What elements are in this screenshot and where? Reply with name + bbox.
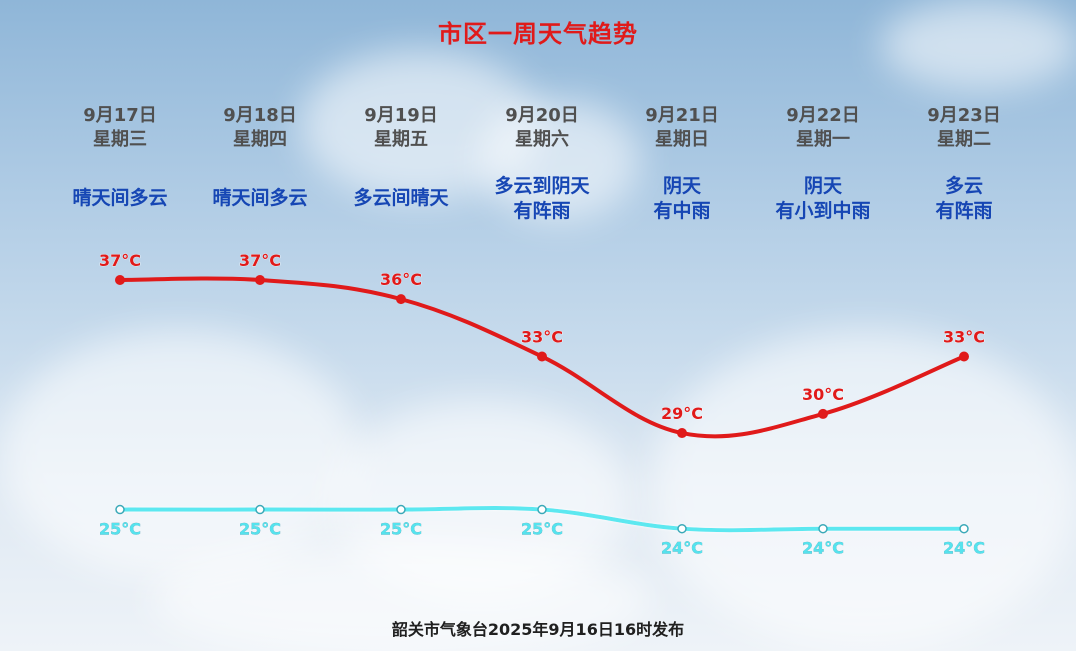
high-temp-label: 33°C — [521, 328, 563, 347]
day-column: 9月22日星期一阴天有小到中雨 — [753, 104, 893, 224]
high-temp-point — [255, 275, 265, 285]
weather-text-line: 有小到中雨 — [775, 200, 871, 222]
weather-text-line: 有中雨 — [653, 200, 711, 222]
day-column: 9月19日星期五多云间晴天 — [331, 104, 471, 211]
low-temp-point — [959, 523, 969, 534]
low-temp-point — [537, 504, 547, 515]
day-weather: 晴天间多云 — [50, 186, 190, 211]
weather-text-line: 阴天 — [662, 175, 701, 197]
high-temp-point — [959, 351, 969, 362]
day-weekday: 星期二 — [937, 129, 991, 150]
low-temp-point — [818, 523, 828, 534]
weather-text-line: 多云 — [944, 175, 983, 197]
day-weather: 多云间晴天 — [331, 186, 471, 211]
weather-text-line: 晴天间多云 — [212, 187, 308, 209]
high-temp-point — [677, 428, 687, 439]
low-temp-label: 25°C — [521, 520, 563, 539]
low-temp-label: 25°C — [99, 520, 141, 539]
day-column: 9月23日星期二多云有阵雨 — [894, 104, 1034, 224]
day-date: 9月22日 — [786, 105, 860, 126]
day-date: 9月17日 — [83, 105, 157, 126]
low-temp-point — [677, 523, 687, 534]
day-weekday: 星期五 — [374, 129, 428, 150]
low-temp-point — [115, 504, 125, 515]
day-weekday: 星期日 — [655, 129, 709, 150]
high-temp-label: 33°C — [943, 328, 985, 347]
high-temp-label: 36°C — [380, 270, 422, 289]
publisher-footer: 韶关市气象台2025年9月16日16时发布 — [391, 620, 685, 639]
high-temp-label: 29°C — [661, 404, 703, 423]
day-weekday: 星期三 — [93, 129, 147, 150]
chart-title: 市区一周天气趋势 — [438, 20, 638, 48]
day-date: 9月23日 — [927, 105, 1001, 126]
day-date: 9月18日 — [223, 105, 297, 126]
weather-text-line: 多云到阴天 — [494, 175, 590, 197]
day-weather: 多云 有阵雨 — [894, 174, 1034, 224]
day-column: 9月21日星期日阴天有中雨 — [612, 104, 752, 224]
high-temp-point — [396, 294, 406, 305]
low-temp-label: 25°C — [380, 520, 422, 539]
high-temp-point — [818, 408, 828, 419]
high-temp-point — [115, 275, 125, 285]
day-column: 9月18日星期四晴天间多云 — [190, 104, 330, 211]
day-weekday: 星期六 — [515, 129, 569, 150]
weather-text-line: 有阵雨 — [513, 200, 571, 222]
low-temp-point — [255, 504, 265, 515]
low-temp-label: 24°C — [661, 539, 703, 558]
day-date: 9月21日 — [645, 105, 719, 126]
low-temp-label: 24°C — [802, 539, 844, 558]
day-weather: 晴天间多云 — [190, 186, 330, 211]
day-date: 9月20日 — [505, 105, 579, 126]
low-temp-label: 25°C — [239, 520, 281, 539]
day-weather: 阴天 有小到中雨 — [753, 174, 893, 224]
weather-text-line: 阴天 — [803, 175, 842, 197]
day-column: 9月17日星期三晴天间多云 — [50, 104, 190, 211]
high-temp-label: 30°C — [802, 385, 844, 404]
weather-text-line: 晴天间多云 — [72, 187, 168, 209]
weather-text-line: 多云间晴天 — [353, 187, 449, 209]
day-weekday: 星期一 — [796, 129, 850, 150]
low-temp-label: 24°C — [943, 539, 985, 558]
low-temp-point — [396, 504, 406, 515]
day-weather: 阴天 有中雨 — [612, 174, 752, 224]
day-weather: 多云到阴天 有阵雨 — [472, 174, 612, 224]
day-weekday: 星期四 — [233, 129, 287, 150]
day-column: 9月20日星期六多云到阴天有阵雨 — [472, 104, 612, 224]
day-date: 9月19日 — [364, 105, 438, 126]
high-temp-point — [537, 351, 547, 362]
weather-text-line: 有阵雨 — [935, 200, 993, 222]
high-temp-label: 37°C — [239, 251, 281, 270]
high-temp-label: 37°C — [99, 251, 141, 270]
